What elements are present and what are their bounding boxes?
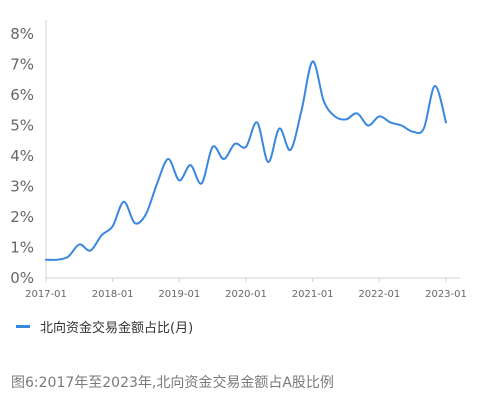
y-tick-label: 0% — [10, 269, 34, 287]
x-tick-label: 2019-01 — [158, 289, 200, 300]
series-points — [45, 60, 447, 260]
y-tick-label: 8% — [10, 25, 34, 43]
y-axis-ticks: 0% 1% 2% 3% 4% 5% 6% 7% 8% — [10, 25, 34, 287]
y-tick-label: 4% — [10, 147, 34, 165]
x-tick-label: 2018-01 — [92, 289, 134, 300]
line-chart: 0% 1% 2% 3% 4% 5% 6% 7% 8% 2017-01 2018-01 2019-01… — [10, 20, 467, 300]
legend: 北向资金交易金额占比(月) — [16, 317, 193, 336]
y-tick-label: 6% — [10, 86, 34, 104]
y-tick-label: 7% — [10, 56, 34, 74]
x-axis-ticks: 2017-01 2018-01 2019-01 2020-01 2021-01 2022-… — [25, 278, 467, 300]
y-tick-label: 3% — [10, 178, 34, 196]
x-tick-label: 2021-01 — [292, 289, 334, 300]
series-line — [45, 60, 447, 261]
figure-caption: 图6:2017年至2023年,北向资金交易金额占A股比例 — [11, 375, 334, 391]
y-tick-label: 1% — [10, 239, 34, 257]
legend-label: 北向资金交易金额占比(月) — [40, 321, 194, 336]
y-tick-label: 2% — [10, 208, 34, 226]
x-tick-label: 2022-01 — [358, 289, 400, 300]
legend-line-swatch — [16, 325, 30, 328]
x-tick-label: 2020-01 — [225, 289, 267, 300]
x-tick-label: 2023-01 — [425, 289, 467, 300]
x-tick-label: 2017-01 — [25, 289, 67, 300]
y-tick-label: 5% — [10, 117, 34, 135]
